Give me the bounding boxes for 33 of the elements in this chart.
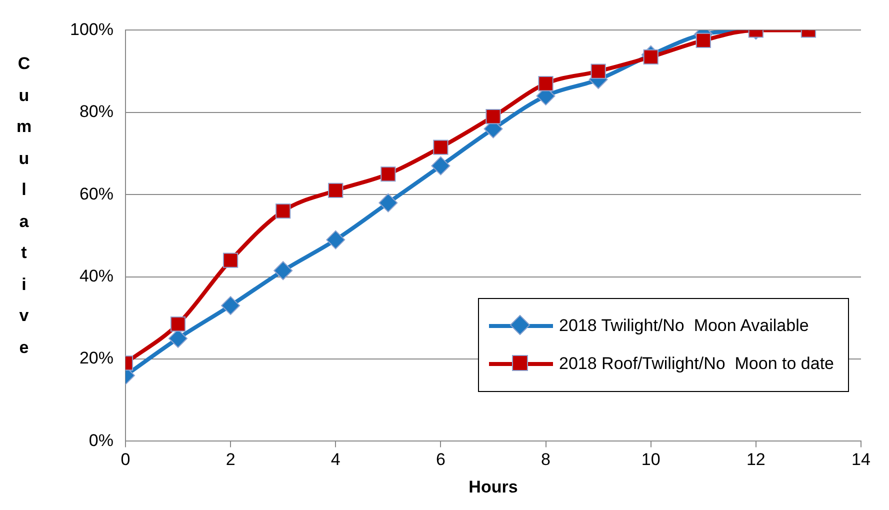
x-tick-label: 8 <box>541 450 551 470</box>
x-tick-label: 4 <box>330 450 340 470</box>
point <box>696 32 711 48</box>
point <box>378 193 398 212</box>
x-axis-title: Hours <box>468 477 518 496</box>
y-tick-label: 100% <box>70 20 114 39</box>
point <box>380 166 396 182</box>
point <box>590 64 606 79</box>
point <box>433 140 448 155</box>
x-tick-label: 0 <box>120 450 130 470</box>
y-tick-label: 0% <box>88 430 114 450</box>
point <box>486 108 501 124</box>
legend-label: 2018 Twilight/No Moon Available <box>559 316 809 336</box>
x-tick-label: 2 <box>226 450 236 470</box>
point <box>274 261 293 280</box>
point <box>276 203 291 219</box>
y-tick-label: 60% <box>79 184 114 204</box>
point <box>431 156 450 176</box>
point <box>328 182 344 198</box>
point <box>326 230 346 250</box>
point <box>221 296 240 316</box>
x-tick-label: 6 <box>436 450 446 470</box>
point <box>222 252 238 268</box>
x-tick-label: 12 <box>746 450 766 470</box>
x-tick-label: 10 <box>641 450 660 470</box>
point <box>170 316 186 332</box>
text: Cumulative <box>16 54 32 356</box>
y-tick-label: 80% <box>79 102 114 122</box>
y-tick-label: 40% <box>79 266 114 286</box>
point <box>538 76 554 92</box>
legend-label: 2018 Roof/Twilight/No Moon to date <box>559 354 834 374</box>
x-tick-label: 14 <box>852 450 870 470</box>
y-tick-label: 20% <box>79 348 114 368</box>
